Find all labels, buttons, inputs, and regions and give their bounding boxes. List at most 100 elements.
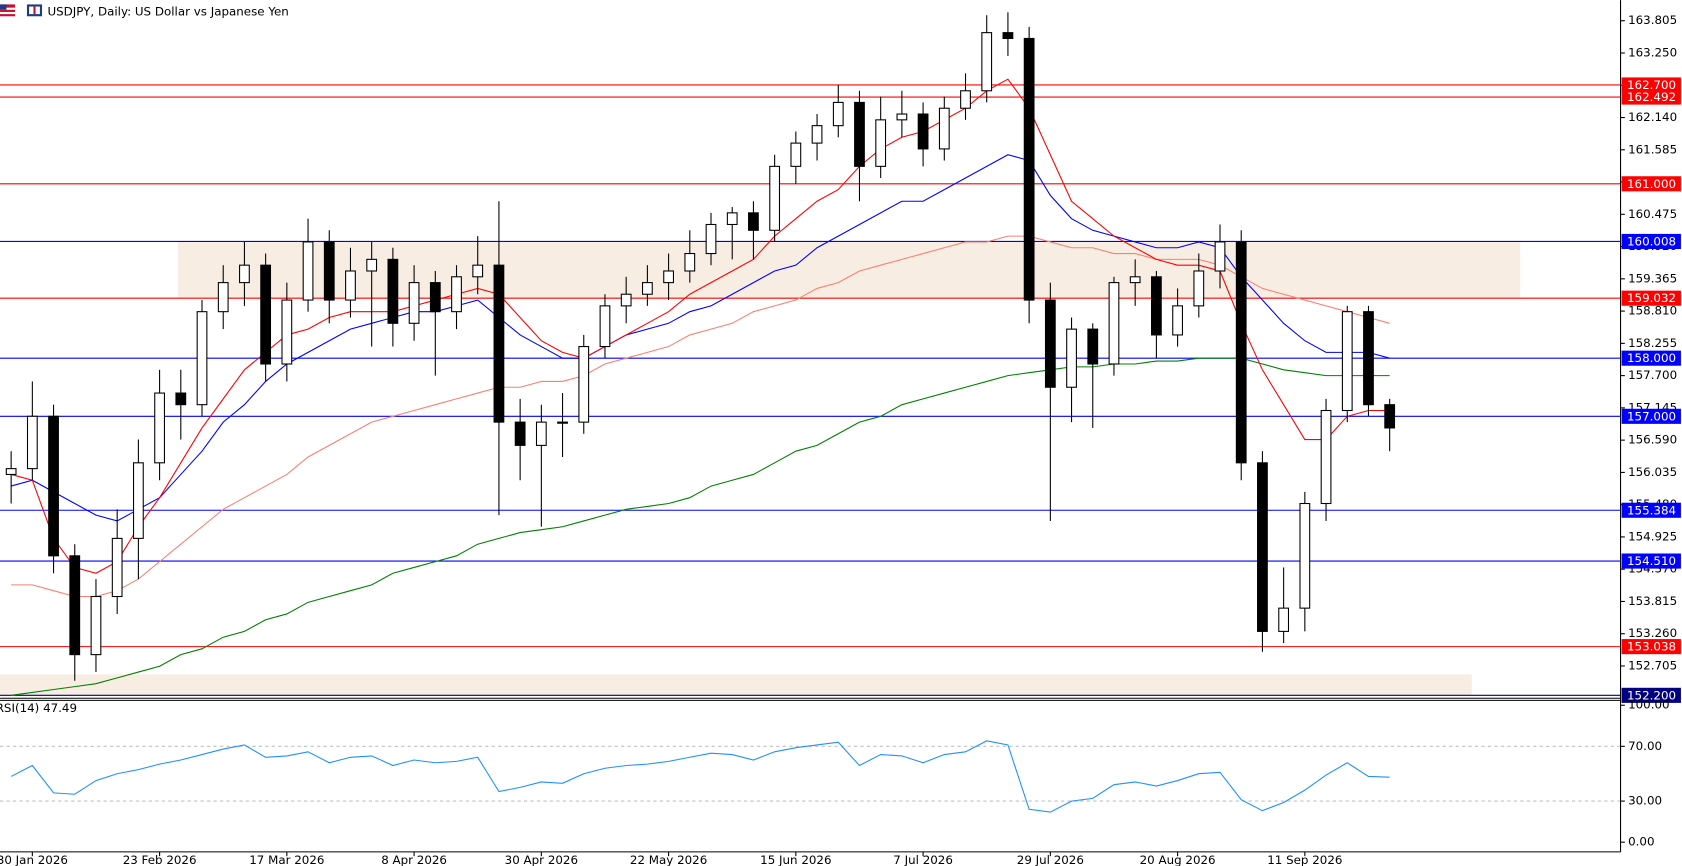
chart-title: USDJPY, Daily: US Dollar vs Japanese Yen [47, 4, 288, 18]
x-tick-label: 15 Jun 2026 [760, 853, 831, 866]
candle-body [896, 113, 908, 121]
y-tick-label: 158.810 [1628, 304, 1677, 318]
y-tick-label: 154.925 [1628, 529, 1677, 543]
y-tick-label: 163.805 [1628, 13, 1677, 27]
candle-body [1172, 305, 1183, 336]
candle-body [302, 241, 314, 301]
x-tick-label: 7 Jul 2026 [893, 853, 953, 866]
level-label: 162.700 [1627, 78, 1676, 92]
candle-body [1384, 404, 1396, 429]
y-tick-label: 159.365 [1628, 271, 1677, 285]
candle-body [557, 421, 568, 424]
level-label-box [1621, 290, 1681, 306]
y-tick-label: 157.700 [1628, 368, 1677, 382]
price-scale-bg [1620, 0, 1682, 866]
candle-body [69, 555, 81, 656]
level-label: 152.200 [1627, 688, 1676, 702]
x-tick-label: 23 Feb 2026 [123, 853, 197, 866]
candle-body [1214, 241, 1226, 272]
flag-icon [0, 11, 16, 15]
level-label: 157.000 [1627, 409, 1676, 423]
y-tick-label: 156.590 [1628, 433, 1677, 447]
candle-body [387, 258, 399, 324]
level-label: 159.032 [1627, 291, 1676, 305]
candle-body [641, 282, 653, 295]
candle-body [239, 264, 250, 284]
candle-body [748, 212, 759, 231]
candle-body [599, 305, 611, 348]
candle-body [811, 125, 823, 144]
moving-average-line [11, 357, 1390, 696]
x-tick-label: 11 Sep 2026 [1267, 853, 1342, 866]
level-label: 158.000 [1627, 351, 1676, 365]
candle-body [472, 264, 484, 278]
candle-body [217, 282, 229, 313]
zone [177, 241, 1521, 299]
zone [0, 674, 1472, 696]
candle-body [1363, 311, 1374, 406]
level-label: 153.038 [1627, 640, 1676, 654]
candle-body [345, 270, 356, 301]
x-tick-label: 29 Jul 2026 [1017, 853, 1084, 866]
level-label-box [1621, 502, 1681, 518]
moving-average-line [11, 235, 1390, 598]
candle-body [260, 264, 272, 365]
candle-body [578, 346, 590, 423]
candle-body [366, 258, 378, 272]
candle-body [769, 165, 781, 231]
candle-body [1278, 607, 1290, 632]
candle-body [1002, 32, 1014, 40]
candle-body [429, 282, 441, 313]
candle-body [281, 299, 293, 365]
x-tick-label: 17 Mar 2026 [249, 853, 324, 866]
rsi-tick-label: 100.00 [1628, 698, 1670, 712]
level-label-box [1621, 77, 1681, 93]
candle-body [1066, 328, 1077, 388]
candle-body [408, 282, 420, 324]
chart-icon [33, 6, 36, 15]
level-label: 155.384 [1627, 503, 1676, 517]
level-label-box [1621, 89, 1681, 105]
level-label: 154.510 [1627, 554, 1676, 568]
candle-body [5, 468, 17, 475]
candle-body [1023, 37, 1035, 301]
candle-body [1193, 270, 1205, 307]
candle-body [514, 421, 526, 446]
candle-body [111, 537, 123, 598]
moving-average-line [10, 78, 1390, 574]
candle-body [938, 107, 950, 150]
candle-body [663, 270, 674, 284]
candle-body [684, 253, 696, 272]
candle-body [1129, 276, 1141, 284]
x-tick-label: 30 Jan 2026 [0, 853, 68, 866]
candle-body [1320, 409, 1332, 505]
flag-icon [0, 7, 16, 10]
candle-body [535, 421, 547, 446]
candle-body [1299, 502, 1311, 609]
candle-body [1257, 462, 1268, 632]
candle-body [323, 241, 335, 301]
candle-body [26, 415, 38, 470]
y-tick-label: 153.815 [1628, 594, 1677, 608]
candle-body [175, 392, 187, 406]
y-tick-label: 161.585 [1628, 142, 1677, 156]
rsi-title: RSI(14) 47.49 [0, 701, 77, 715]
x-tick-label: 22 May 2026 [630, 853, 707, 866]
candle-body [854, 101, 865, 167]
rsi-tick-label: 30.00 [1628, 794, 1662, 808]
y-tick-label: 162.140 [1628, 110, 1677, 124]
candle-body [726, 212, 738, 226]
level-label-box [1621, 687, 1681, 703]
candle-body [790, 142, 802, 167]
y-tick-label: 153.260 [1628, 626, 1677, 640]
level-label: 160.008 [1627, 234, 1676, 248]
y-tick-label: 158.255 [1628, 336, 1677, 350]
y-tick-label: 160.475 [1628, 207, 1677, 221]
level-label-box [1621, 233, 1681, 250]
rsi-tick-label: 70.00 [1628, 739, 1662, 753]
